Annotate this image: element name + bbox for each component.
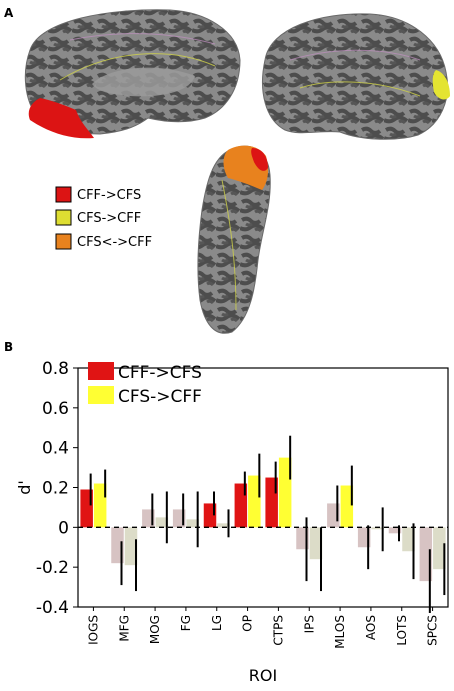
x-tick-label: FG [179,615,193,631]
x-tick-label: AOS [364,615,378,640]
brain-figure-panel: A [0,0,454,340]
x-tick-label: OP [241,615,255,632]
dprime-bar-chart: 0.8 0.6 0.4 0.2 0 -0.2 -0.4 IOGS MFG MOG FG LG OP CT… [15,359,449,685]
legend-label: CFS->CFF [77,211,141,226]
brain-legend-item: CFF->CFS [55,186,141,203]
chart-panel: B 0.8 0.6 0.4 0.2 0 -0.2 -0.4 IOGS MFG MOG FG LG OP… [0,340,454,687]
bar-cfs-cff [433,527,446,570]
ventral-view-brain [197,145,271,334]
panel-label-b: B [4,340,14,354]
bar-cfs-cff [248,475,261,528]
bar-cfs-cff [278,457,292,528]
legend-swatch-cfs-cff-bidirectional [55,233,72,250]
medial-view-brain [24,9,241,139]
x-tick-label: MFG [117,615,131,642]
brain-surfaces: CFF->CFS CFS->CFF CFS<->CFF [24,9,450,334]
legend-swatch-cfs-cff [55,209,72,226]
x-tick-label: CTPS [271,615,285,646]
legend-label-series-2: CFS->CFF [118,387,202,407]
lateral-view-brain [262,13,450,140]
legend-label: CFF->CFS [77,188,141,203]
bar-cfs-cff [217,523,230,528]
legend-label-series-1: CFF->CFS [118,363,202,383]
y-tick-label: -0.4 [36,598,69,618]
bar-cff-cfs [388,527,402,534]
bar-cfs-cff [371,527,384,530]
panel-label-a: A [4,6,14,20]
bar-cfs-cff [402,527,415,552]
bar-cfs-cff [155,517,169,528]
ventral-cff-cfs-region [251,148,268,171]
x-tick-label: MLOS [333,615,347,649]
lateral-cfs-cff-region [432,70,450,100]
y-tick-label: 0.8 [42,359,69,379]
x-tick-label: LG [210,615,224,631]
bar-cfs-cff [309,527,323,560]
brain-legend-item: CFS->CFF [55,209,141,226]
bar-cfs-cff [93,483,107,528]
y-tick-label: 0.4 [42,439,69,459]
brain-legend: CFF->CFS CFS->CFF CFS<->CFF [55,186,152,250]
brain-legend-item: CFS<->CFF [55,233,152,250]
y-tick-label: 0.6 [42,399,69,419]
bar-cfs-cff [124,527,138,566]
x-tick-label: IOGS [86,615,100,645]
legend-swatch-series-1 [88,362,114,380]
y-axis-label: d' [15,480,34,495]
x-axis-label: ROI [249,666,277,685]
medial-cff-cfs-region [28,98,95,139]
legend-swatch-cff-cfs [55,186,72,203]
chart-legend: CFF->CFS CFS->CFF [88,362,202,407]
x-tick-label: LOTS [395,615,409,646]
x-tick-label: IPS [302,615,316,633]
legend-swatch-series-2 [88,386,114,404]
legend-label: CFS<->CFF [77,235,152,250]
bar-cfs-cff [340,485,354,528]
x-tick-label: SPCS [426,615,440,646]
y-tick-label: 0.2 [42,479,69,499]
y-tick-label: -0.2 [36,558,69,578]
bar-cfs-cff [186,519,199,528]
x-tick-label: MOG [148,615,162,644]
y-tick-label: 0 [58,518,69,538]
